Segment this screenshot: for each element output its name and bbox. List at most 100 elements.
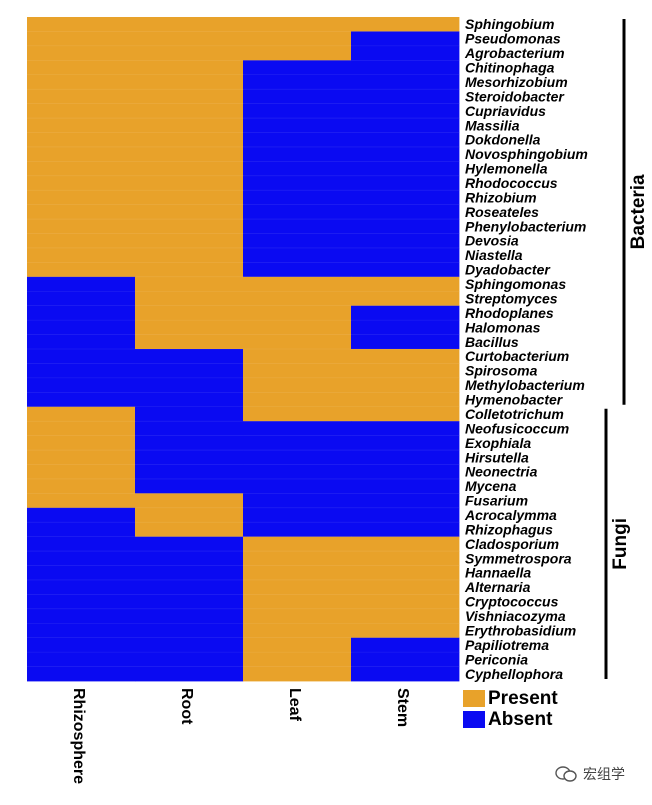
heatmap-cell: [351, 579, 460, 595]
heatmap-cell: [135, 507, 244, 523]
row-labels: SphingobiumPseudomonasAgrobacteriumChiti…: [464, 16, 588, 682]
heatmap-cell: [243, 146, 352, 162]
heatmap-cell: [135, 45, 244, 61]
group-brackets: Bacteria Fungi: [604, 19, 649, 679]
heatmap-cell: [27, 637, 136, 653]
heatmap-cell: [243, 175, 352, 191]
heatmap-cell: [135, 551, 244, 566]
row-label: Methylobacterium: [465, 377, 585, 393]
heatmap-cell: [351, 478, 460, 494]
heatmap-cell: [135, 637, 244, 653]
heatmap-cell: [243, 291, 352, 307]
heatmap-cell: [351, 175, 460, 191]
heatmap-cell: [135, 247, 244, 263]
row-label: Rhodococcus: [465, 175, 558, 191]
group-label: Bacteria: [628, 174, 649, 249]
heatmap-cell: [351, 305, 460, 321]
legend-label-absent: Absent: [488, 708, 553, 730]
heatmap-cell: [27, 464, 136, 480]
heatmap-cell: [135, 363, 244, 379]
heatmap-cell: [27, 421, 136, 437]
heatmap-cell: [27, 89, 136, 105]
heatmap-cell: [243, 219, 352, 234]
heatmap-cell: [135, 276, 244, 292]
row-label: Pseudomonas: [465, 31, 561, 47]
heatmap-cell: [351, 262, 460, 278]
row-label: Cupriavidus: [465, 103, 546, 119]
heatmap-cell: [243, 17, 352, 32]
heatmap-cell: [135, 118, 244, 133]
heatmap-cell: [27, 204, 136, 220]
row-label: Niastella: [465, 247, 523, 263]
heatmap-cell: [351, 637, 460, 653]
heatmap-cell: [27, 305, 136, 321]
heatmap-cell: [351, 89, 460, 105]
group-label: Fungi: [610, 518, 631, 570]
heatmap-cell: [135, 146, 244, 162]
row-label: Hirsutella: [465, 449, 529, 465]
heatmap-cell: [27, 450, 136, 465]
wechat-icon: [555, 766, 577, 782]
row-label: Mesorhizobium: [465, 74, 568, 90]
row-label: Streptomyces: [465, 290, 558, 306]
heatmap-cell: [351, 233, 460, 249]
heatmap-cell: [27, 132, 136, 148]
heatmap-cell: [135, 565, 244, 581]
row-label: Agrobacterium: [464, 45, 565, 61]
heatmap-cell: [351, 161, 460, 177]
heatmap-cell: [27, 175, 136, 191]
heatmap-cell: [135, 60, 244, 76]
row-label: Phenylobacterium: [465, 218, 586, 234]
heatmap-cell: [27, 276, 136, 292]
heatmap-cell: [135, 190, 244, 206]
row-label: Devosia: [465, 233, 519, 249]
row-label: Sphingobium: [465, 16, 554, 32]
legend-label-present: Present: [488, 687, 558, 709]
heatmap-cell: [351, 204, 460, 220]
heatmap-cell: [135, 262, 244, 278]
heatmap-cell: [351, 406, 460, 422]
heatmap-cell: [135, 594, 244, 610]
heatmap-cell: [243, 608, 352, 624]
heatmap-cell: [351, 45, 460, 61]
heatmap-cell: [243, 190, 352, 206]
heatmap-cell: [243, 464, 352, 480]
row-label: Cyphellophora: [465, 666, 563, 682]
heatmap-cell: [351, 565, 460, 581]
row-label: Bacillus: [465, 334, 519, 350]
row-label: Rhodoplanes: [465, 305, 554, 321]
heatmap-cell: [243, 551, 352, 566]
heatmap-cell: [243, 377, 352, 393]
row-label: Chitinophaga: [465, 60, 555, 76]
heatmap-cell: [135, 334, 244, 350]
heatmap-cell: [27, 377, 136, 393]
heatmap-cell: [351, 146, 460, 162]
heatmap-cell: [135, 89, 244, 105]
heatmap-cell: [243, 406, 352, 422]
legend: Present Absent: [463, 688, 558, 730]
heatmap-cell: [135, 175, 244, 191]
row-label: Neofusicoccum: [465, 420, 569, 436]
heatmap-cell: [351, 464, 460, 480]
heatmap-cell: [135, 161, 244, 177]
heatmap-cell: [27, 406, 136, 422]
heatmap-cell: [135, 291, 244, 307]
legend-swatch-absent: [463, 711, 485, 728]
heatmap-cell: [243, 161, 352, 177]
heatmap-cell: [135, 435, 244, 451]
row-label: Curtobacterium: [465, 348, 569, 364]
row-label: Sphingomonas: [465, 276, 566, 292]
heatmap-cell: [351, 666, 460, 682]
heatmap-cell: [135, 493, 244, 509]
heatmap-cell: [27, 478, 136, 494]
row-label: Dyadobacter: [465, 262, 551, 278]
heatmap-cell: [243, 536, 352, 552]
heatmap-cell: [351, 623, 460, 639]
row-label: Acrocalymma: [464, 507, 557, 523]
heatmap-cell: [351, 320, 460, 335]
heatmap-cell: [243, 594, 352, 610]
watermark: 宏组学: [555, 764, 625, 784]
heatmap-cell: [27, 103, 136, 119]
heatmap-cell: [351, 435, 460, 451]
